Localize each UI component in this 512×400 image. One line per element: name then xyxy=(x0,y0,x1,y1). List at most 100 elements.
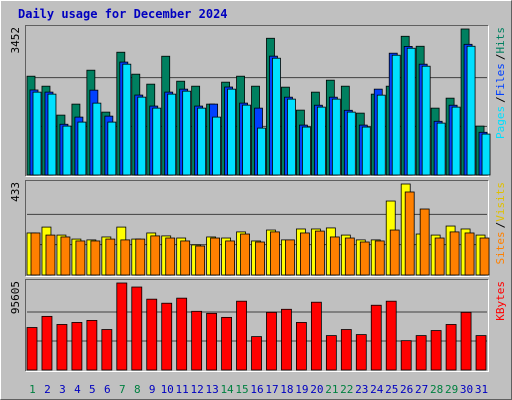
panel-bevel-dark xyxy=(25,25,489,177)
bar xyxy=(221,316,232,371)
bar xyxy=(310,301,322,371)
bar xyxy=(287,98,296,176)
bar xyxy=(359,241,370,276)
bar xyxy=(242,104,251,176)
bar xyxy=(464,232,475,276)
bar xyxy=(374,240,385,276)
bar xyxy=(376,94,386,176)
bar xyxy=(60,236,71,276)
bar xyxy=(150,235,161,276)
bar xyxy=(152,107,162,176)
x-tick-label: 12 xyxy=(191,383,204,396)
bar xyxy=(460,311,472,371)
x-tick-label: 27 xyxy=(415,383,428,396)
bar xyxy=(331,98,341,176)
bar xyxy=(30,232,41,276)
x-tick-label: 24 xyxy=(370,383,384,396)
bar xyxy=(316,106,326,176)
bar xyxy=(26,327,38,371)
x-tick-label: 13 xyxy=(205,383,218,396)
bar xyxy=(206,312,218,371)
bar xyxy=(62,125,72,176)
bar xyxy=(32,91,42,176)
bar xyxy=(361,126,371,176)
bar xyxy=(210,237,221,276)
y-tick-label: 433 xyxy=(9,182,22,202)
x-tick-label: 18 xyxy=(280,383,293,396)
legend-entry: Sites xyxy=(494,231,507,264)
bar xyxy=(101,329,113,371)
x-tick-label: 6 xyxy=(104,383,111,396)
x-tick-label: 25 xyxy=(385,383,398,396)
x-tick-label: 26 xyxy=(400,383,413,396)
bar xyxy=(47,93,57,176)
bar xyxy=(227,88,236,176)
bar xyxy=(116,282,128,371)
bar xyxy=(266,311,277,371)
bar xyxy=(167,93,177,176)
x-tick-label: 10 xyxy=(161,383,174,396)
bar xyxy=(225,240,235,276)
x-tick-label: 23 xyxy=(355,383,368,396)
panel-bevel-light xyxy=(25,25,489,177)
bar xyxy=(325,335,337,371)
bar xyxy=(120,239,131,276)
bar xyxy=(340,329,352,371)
bar xyxy=(180,240,191,276)
legend: KBytes xyxy=(494,281,507,321)
legend-entry: Files xyxy=(494,63,507,96)
bar xyxy=(296,322,307,371)
bar xyxy=(135,238,146,276)
bar xyxy=(240,233,250,276)
bar xyxy=(191,310,203,371)
bar xyxy=(475,335,487,371)
bar xyxy=(389,229,400,276)
bar xyxy=(346,111,356,176)
panel-bevel-dark xyxy=(25,180,489,277)
x-tick-label: 31 xyxy=(475,383,488,396)
x-tick-label: 21 xyxy=(325,383,338,396)
chart-title: Daily usage for December 2024 xyxy=(18,7,228,21)
panel-bevel-dark xyxy=(25,279,489,372)
x-tick-label: 9 xyxy=(149,383,156,396)
bar xyxy=(404,191,415,276)
y-tick-label: 3452 xyxy=(9,27,22,54)
bar xyxy=(90,240,101,276)
bar xyxy=(400,340,412,371)
x-tick-label: 4 xyxy=(74,383,81,396)
x-tick-label: 11 xyxy=(176,383,189,396)
bar xyxy=(195,245,206,276)
legend: Pages/Files/Hits xyxy=(494,27,507,139)
legend-entry: Pages xyxy=(494,106,507,139)
bar xyxy=(131,286,143,371)
bar xyxy=(344,237,355,276)
x-tick-label: 15 xyxy=(235,383,248,396)
bar xyxy=(56,324,68,371)
bar xyxy=(421,65,431,176)
bar xyxy=(75,240,86,276)
bar xyxy=(197,107,207,176)
bar xyxy=(285,239,295,276)
bar xyxy=(105,238,116,276)
x-tick-label: 28 xyxy=(430,383,443,396)
bar xyxy=(466,45,476,176)
x-tick-label: 29 xyxy=(445,383,458,396)
x-tick-label: 1 xyxy=(29,383,36,396)
bar xyxy=(419,208,430,276)
x-tick-label: 3 xyxy=(59,383,66,396)
y-tick-label: 95605 xyxy=(9,281,22,314)
bar xyxy=(434,237,445,276)
x-tick-label: 2 xyxy=(44,383,51,396)
bar xyxy=(314,230,325,276)
bar xyxy=(302,126,311,176)
x-tick-label: 16 xyxy=(250,383,263,396)
bar xyxy=(257,127,266,176)
bar xyxy=(212,116,222,176)
bar xyxy=(122,63,132,176)
x-tick-label: 17 xyxy=(265,383,278,396)
bar xyxy=(146,298,158,371)
bar xyxy=(270,231,280,276)
bar xyxy=(329,236,340,276)
